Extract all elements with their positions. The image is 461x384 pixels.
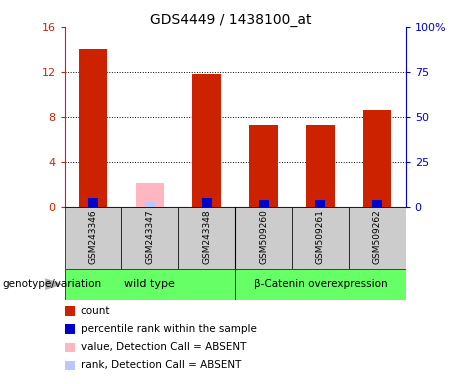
Bar (145, 202, 155, 207)
Bar (306, 125, 335, 207)
Bar (65, 269, 235, 300)
Text: value, Detection Call = ABSENT: value, Detection Call = ABSENT (81, 342, 246, 352)
Bar (121, 207, 178, 269)
Text: GDS4449 / 1438100_at: GDS4449 / 1438100_at (150, 13, 311, 27)
Text: count: count (81, 306, 110, 316)
Text: GSM509262: GSM509262 (373, 209, 382, 264)
Bar (202, 198, 212, 207)
Bar (249, 125, 278, 207)
Text: percentile rank within the sample: percentile rank within the sample (81, 324, 257, 334)
Text: β-Catenin overexpression: β-Catenin overexpression (254, 279, 387, 289)
Bar (79, 50, 107, 207)
Bar (292, 207, 349, 269)
Bar (315, 200, 325, 207)
Text: genotype/variation: genotype/variation (2, 279, 101, 289)
Bar (259, 200, 268, 207)
Text: GSM509261: GSM509261 (316, 209, 325, 264)
Bar (372, 200, 382, 207)
Bar (136, 182, 164, 207)
Text: rank, Detection Call = ABSENT: rank, Detection Call = ABSENT (81, 360, 241, 370)
Text: GSM243347: GSM243347 (145, 209, 154, 264)
Bar (235, 207, 292, 269)
Bar (178, 207, 235, 269)
Text: GSM509260: GSM509260 (259, 209, 268, 264)
Text: GSM243346: GSM243346 (89, 209, 97, 264)
Text: GSM243348: GSM243348 (202, 209, 211, 264)
Bar (193, 74, 221, 207)
Polygon shape (45, 278, 63, 290)
Bar (235, 269, 406, 300)
Bar (88, 198, 98, 207)
Bar (363, 110, 391, 207)
Bar (349, 207, 406, 269)
Bar (65, 207, 121, 269)
Text: wild type: wild type (124, 279, 175, 289)
